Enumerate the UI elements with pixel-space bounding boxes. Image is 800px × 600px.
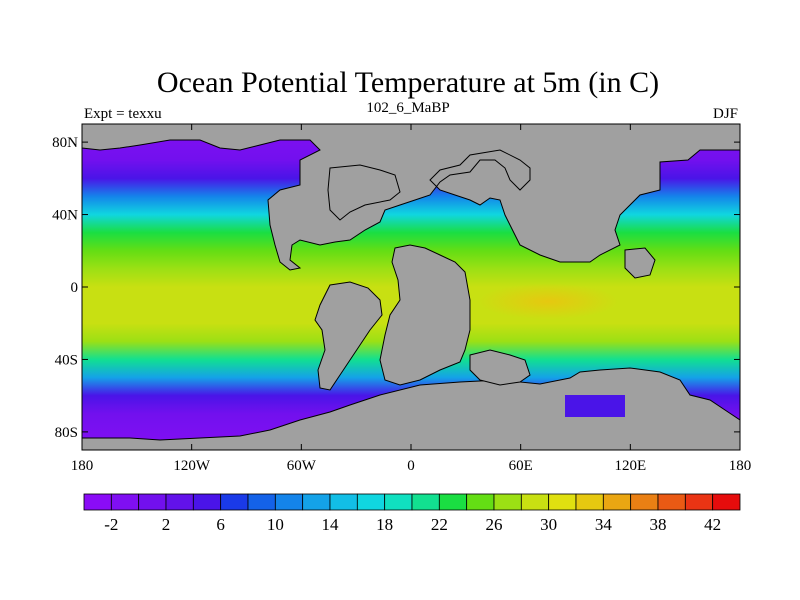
chart-title: Ocean Potential Temperature at 5m (in C) — [157, 66, 659, 99]
colorbar-box — [274, 493, 304, 511]
land-masses — [82, 124, 740, 450]
colorbar-label: 18 — [376, 515, 393, 534]
y-tick-label: 40S — [55, 352, 78, 368]
colorbar-box — [220, 493, 249, 511]
y-tick-label: 80S — [55, 425, 78, 441]
x-tick-label: 120E — [614, 458, 646, 474]
colorbar-box — [575, 493, 604, 511]
land-eurasia — [327, 164, 401, 221]
colorbar-box — [165, 493, 194, 511]
land-north-america — [82, 124, 740, 271]
x-tick-label: 0 — [407, 458, 415, 474]
x-tick-label: 180 — [729, 458, 752, 474]
colorbar-label: -2 — [104, 515, 118, 534]
x-tick-label: 60W — [287, 458, 317, 474]
colorbar-box — [83, 493, 112, 511]
colorbar-box — [493, 493, 522, 511]
colorbar-label: 10 — [267, 515, 284, 534]
y-tick-label: 0 — [71, 280, 79, 296]
colorbar-label: 22 — [431, 515, 448, 534]
colorbar-box — [302, 493, 331, 511]
colorbar-label: 26 — [486, 515, 503, 534]
colorbar-box — [466, 493, 495, 511]
colorbar-label: 42 — [704, 515, 721, 534]
colorbar-label: 30 — [540, 515, 557, 534]
colorbar-box — [356, 493, 386, 511]
colorbar-box — [329, 493, 358, 511]
colorbar-box — [684, 493, 714, 511]
land-south-america — [379, 244, 471, 386]
colorbar-box — [247, 493, 276, 511]
colorbar-box — [630, 493, 659, 511]
colorbar-label: 2 — [162, 515, 171, 534]
x-tick-label: 120W — [173, 458, 211, 474]
land-africa — [314, 281, 383, 391]
center-string: 102_6_MaBP — [366, 100, 449, 116]
colorbar-box — [110, 493, 140, 511]
colorbar-box — [411, 493, 440, 511]
colorbar-label: 6 — [216, 515, 225, 534]
colorbar-box — [138, 493, 167, 511]
x-tick-label: 180 — [71, 458, 94, 474]
colorbar-box — [657, 493, 686, 511]
land-australia — [469, 349, 531, 386]
colorbar: -2 2 6 10 14 18 22 26 30 34 38 42 — [83, 493, 741, 534]
left-string: Expt = texxu — [84, 106, 162, 122]
colorbar-box — [192, 493, 222, 511]
land-east-island — [624, 247, 656, 279]
y-tick-label: 80N — [52, 135, 78, 151]
colorbar-box — [712, 493, 741, 511]
cold-sea — [565, 395, 625, 417]
x-tick-label: 60E — [509, 458, 533, 474]
colorbar-box — [438, 493, 468, 511]
colorbar-box — [602, 493, 632, 511]
right-string: DJF — [713, 106, 738, 122]
y-axis: 80N 40N 0 40S 80S — [52, 135, 740, 441]
colorbar-label: 38 — [650, 515, 667, 534]
colorbar-box — [384, 493, 413, 511]
y-tick-label: 40N — [52, 208, 78, 224]
colorbar-box — [520, 493, 550, 511]
colorbar-label: 14 — [322, 515, 340, 534]
warm-pool — [478, 283, 619, 320]
colorbar-box — [548, 493, 577, 511]
colorbar-label: 34 — [595, 515, 613, 534]
x-axis: 180 120W 60W 0 60E 120E 180 — [71, 124, 752, 474]
